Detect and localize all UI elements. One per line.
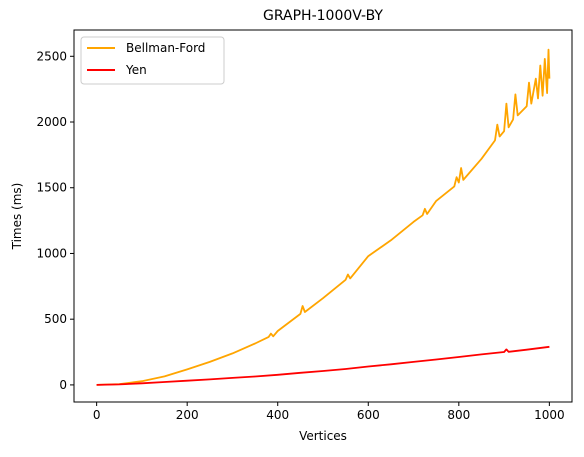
plot-area-frame — [73, 29, 573, 403]
legend: Bellman-Ford Yen — [80, 36, 225, 85]
y-tick-label: 2000 — [36, 115, 67, 129]
legend-box — [80, 36, 225, 85]
x-tick-label: 600 — [357, 408, 380, 422]
y-tick-label: 1500 — [36, 181, 67, 195]
x-tick-label: 400 — [266, 408, 289, 422]
y-tick-label: 2500 — [36, 49, 67, 63]
x-tick-label: 800 — [447, 408, 470, 422]
series-line-bellman-ford — [96, 48, 551, 386]
legend-label-yen: Yen — [125, 63, 147, 77]
y-tick-label: 0 — [59, 378, 67, 392]
series-group — [96, 48, 551, 386]
y-axis-ticks: 0 500 1000 1500 2000 2500 — [36, 49, 74, 392]
y-axis-label: Times (ms) — [10, 183, 24, 251]
x-axis-ticks: 0 200 400 600 800 1000 — [93, 402, 565, 422]
x-tick-label: 200 — [176, 408, 199, 422]
legend-label-bellman-ford: Bellman-Ford — [126, 41, 205, 55]
x-tick-label: 1000 — [534, 408, 565, 422]
y-tick-label: 1000 — [36, 246, 67, 260]
x-tick-label: 0 — [93, 408, 101, 422]
x-axis-label: Vertices — [299, 429, 347, 443]
y-tick-label: 500 — [44, 312, 67, 326]
chart-title: GRAPH-1000V-BY — [263, 8, 383, 24]
series-line-yen — [96, 345, 550, 386]
